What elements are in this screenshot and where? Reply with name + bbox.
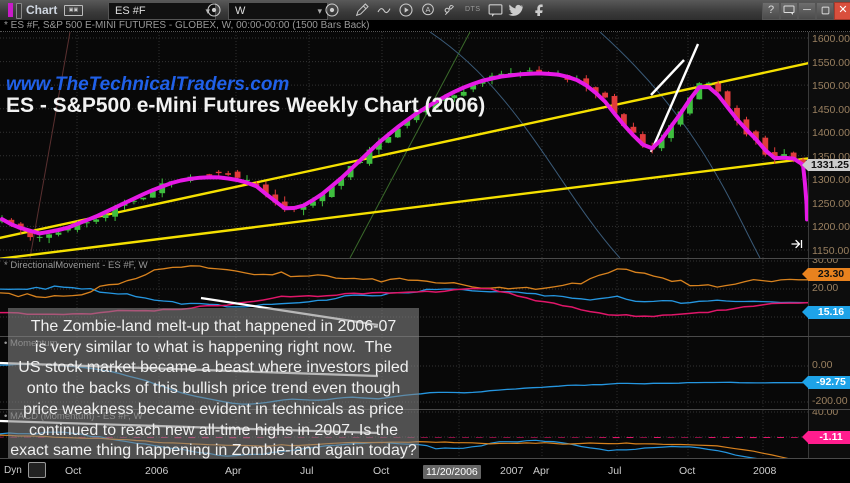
svg-text:A: A — [426, 5, 431, 14]
